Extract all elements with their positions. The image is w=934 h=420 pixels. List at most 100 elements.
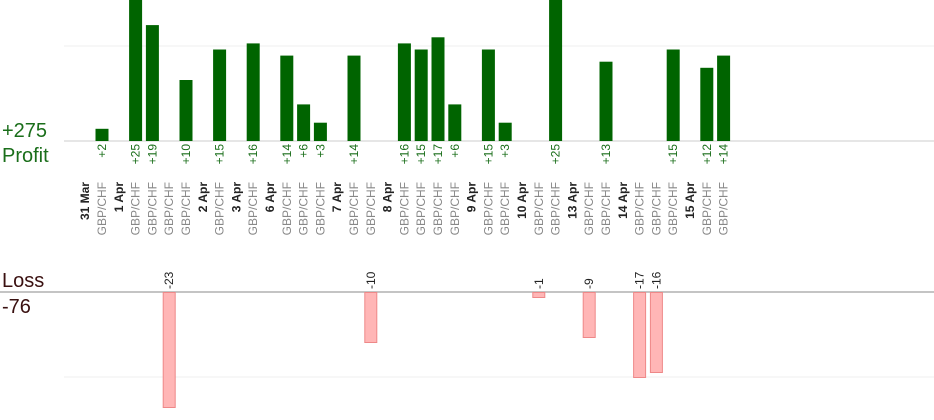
pair-label: GBP/CHF: [431, 182, 445, 235]
profit-bar-label: +15: [414, 144, 428, 165]
day-label: 6 Apr: [263, 182, 277, 213]
pair-label: GBP/CHF: [582, 182, 596, 235]
day-label: 1 Apr: [112, 182, 126, 213]
pair-label: GBP/CHF: [498, 182, 512, 235]
pair-label: GBP/CHF: [297, 182, 311, 235]
pair-label: GBP/CHF: [397, 182, 411, 235]
day-label: 3 Apr: [229, 182, 243, 213]
pair-label: GBP/CHF: [213, 182, 227, 235]
profit-bar-label: +16: [397, 144, 411, 165]
profit-bar-label: +15: [213, 144, 227, 165]
day-label: 2 Apr: [196, 182, 210, 213]
profit-bar-label: +14: [280, 144, 294, 165]
profit-bar[interactable]: [297, 104, 311, 141]
loss-bars: [162, 292, 663, 408]
profit-bar-label: +12: [700, 144, 714, 165]
profit-bar[interactable]: [431, 37, 445, 141]
profit-bar-label: +3: [313, 144, 327, 158]
day-label: 7 Apr: [330, 182, 344, 213]
loss-label: Loss: [2, 270, 45, 292]
profit-bar-label: +25: [549, 144, 563, 165]
profit-bar-label: +25: [129, 144, 143, 165]
pair-label: GBP/CHF: [364, 182, 378, 235]
pair-label: GBP/CHF: [95, 182, 109, 235]
profit-bar-label: +15: [666, 144, 680, 165]
profit-bar[interactable]: [717, 55, 731, 141]
day-label: 15 Apr: [683, 182, 697, 219]
profit-bars: [95, 0, 731, 142]
pair-label: GBP/CHF: [246, 182, 260, 235]
profit-bar-label: +10: [179, 144, 193, 165]
profit-bar-label: +16: [246, 144, 260, 165]
profit-bar[interactable]: [666, 49, 680, 142]
profit-bar-label: +19: [145, 144, 159, 165]
pair-label: GBP/CHF: [599, 182, 613, 235]
pair-label: GBP/CHF: [347, 182, 361, 235]
profit-bar-label: +6: [297, 144, 311, 158]
pair-label: GBP/CHF: [414, 182, 428, 235]
profit-bar-label: +14: [717, 144, 731, 165]
loss-bar[interactable]: [649, 292, 663, 373]
loss-bar[interactable]: [532, 292, 546, 298]
loss-bar[interactable]: [364, 292, 378, 343]
loss-bar[interactable]: [162, 292, 176, 408]
pair-label: GBP/CHF: [633, 182, 647, 235]
profit-bar[interactable]: [397, 43, 411, 141]
day-label: 10 Apr: [515, 182, 529, 219]
day-label: 8 Apr: [381, 182, 395, 213]
loss-bar-label: -17: [633, 271, 647, 289]
profit-total: +275: [2, 120, 48, 142]
pair-label: GBP/CHF: [448, 182, 462, 235]
profit-bar-label: +3: [498, 144, 512, 158]
loss-total: -76: [2, 296, 31, 318]
profit-bar[interactable]: [280, 55, 294, 141]
profit-bar[interactable]: [599, 61, 613, 142]
profit-bar-label: +14: [347, 144, 361, 165]
profit-bar-label: +15: [481, 144, 495, 165]
pair-label: GBP/CHF: [280, 182, 294, 235]
loss-bar-label: -10: [364, 271, 378, 289]
pair-label: GBP/CHF: [481, 182, 495, 235]
profit-label: Profit: [2, 145, 49, 167]
pair-label: GBP/CHF: [666, 182, 680, 235]
profit-bar-label: +6: [448, 144, 462, 158]
profit-bar[interactable]: [145, 25, 159, 142]
profit-bar-label: +2: [95, 144, 109, 158]
loss-bar-label: -9: [582, 278, 596, 289]
profit-bar-label: +13: [599, 144, 613, 165]
profit-bar[interactable]: [347, 55, 361, 141]
profit-bar[interactable]: [95, 128, 109, 141]
pair-label: GBP/CHF: [313, 182, 327, 235]
profit-bar-label: +17: [431, 144, 445, 165]
day-label: 9 Apr: [465, 182, 479, 213]
day-label: 31 Mar: [78, 182, 92, 220]
profit-bar[interactable]: [414, 49, 428, 142]
pair-label: GBP/CHF: [129, 182, 143, 235]
loss-bar-label: -1: [532, 278, 546, 289]
pair-label: GBP/CHF: [179, 182, 193, 235]
profit-bar[interactable]: [129, 0, 143, 141]
pair-label: GBP/CHF: [145, 182, 159, 235]
pair-label: GBP/CHF: [162, 182, 176, 235]
profit-bar[interactable]: [448, 104, 462, 141]
profit-bar[interactable]: [179, 80, 193, 141]
pair-label: GBP/CHF: [717, 182, 731, 235]
loss-bar[interactable]: [582, 292, 596, 338]
pair-label: GBP/CHF: [649, 182, 663, 235]
pair-label: GBP/CHF: [549, 182, 563, 235]
profit-bar[interactable]: [213, 49, 227, 142]
loss-bar-label: -23: [162, 271, 176, 289]
loss-bar-label: -16: [649, 271, 663, 289]
profit-bar[interactable]: [246, 43, 260, 141]
profit-bar[interactable]: [549, 0, 563, 141]
loss-bar[interactable]: [633, 292, 647, 378]
day-label: 13 Apr: [565, 182, 579, 219]
profit-bar[interactable]: [700, 67, 714, 141]
profit-bar[interactable]: [481, 49, 495, 142]
day-label: 14 Apr: [616, 182, 630, 219]
profit-bar[interactable]: [498, 122, 512, 141]
pair-label: GBP/CHF: [700, 182, 714, 235]
pair-label: GBP/CHF: [532, 182, 546, 235]
profit-bar[interactable]: [313, 122, 327, 141]
